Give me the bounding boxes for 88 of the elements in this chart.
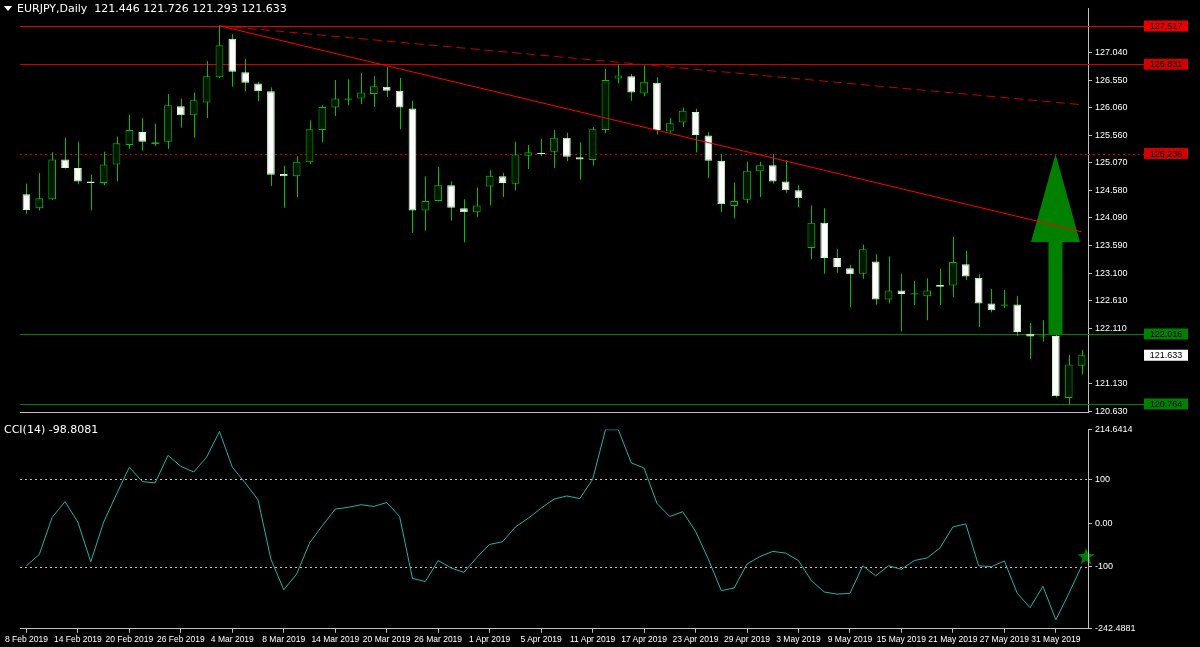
x-tick-label: 20 Mar 2019	[362, 634, 411, 645]
x-tick-label: 21 May 2019	[928, 634, 978, 645]
y-tick-label: 126.550	[1095, 74, 1128, 85]
candlestick	[331, 79, 340, 117]
y-tick-label: 214.6414	[1095, 423, 1133, 434]
candlestick	[382, 66, 391, 98]
x-tick-label: 26 Feb 2019	[156, 634, 205, 645]
candlestick	[858, 244, 867, 280]
y-tick-label: -100	[1095, 561, 1114, 572]
x-tick-label: 14 Feb 2019	[54, 634, 103, 645]
candlestick	[550, 129, 558, 169]
x-tick-label: 9 May 2019	[827, 634, 873, 645]
ref-line-label: 125.236	[1149, 148, 1183, 159]
x-tick-label: 26 Mar 2019	[414, 634, 463, 645]
candlestick	[254, 81, 262, 102]
y-tick-label: 126.060	[1095, 101, 1128, 112]
candlestick	[189, 91, 198, 139]
y-tick-label: 123.590	[1095, 240, 1128, 251]
x-tick-label: 17 Apr 2019	[621, 634, 668, 645]
candlestick	[498, 172, 507, 198]
candlestick	[241, 58, 250, 92]
ref-line-label: 120.764	[1149, 398, 1183, 409]
candlestick	[833, 248, 841, 274]
candlestick	[768, 153, 777, 185]
candlestick	[846, 264, 854, 308]
x-tick-label: 11 Apr 2019	[569, 634, 616, 645]
x-tick-label: 15 May 2019	[876, 634, 927, 645]
candlestick	[421, 175, 430, 232]
chart-title: EURJPY,Daily 121.446 121.726 121.293 121.633	[17, 2, 287, 15]
y-tick-label: 124.090	[1095, 212, 1128, 223]
candlestick	[434, 166, 443, 203]
candlestick	[987, 288, 996, 313]
x-tick-label: 4 Mar 2019	[210, 634, 255, 645]
candlestick	[563, 132, 571, 162]
candlestick	[730, 182, 739, 219]
y-tick-label: 123.100	[1095, 267, 1128, 278]
text: 121.633	[1149, 350, 1183, 361]
x-tick-label: 1 Apr 2019	[469, 634, 511, 645]
candlestick	[370, 75, 378, 108]
candlestick	[138, 117, 147, 152]
candlestick	[292, 155, 301, 198]
candlestick	[678, 106, 687, 128]
candlestick	[357, 72, 365, 105]
y-tick-label: 0.00	[1095, 517, 1113, 528]
x-tick-label: 23 Apr 2019	[672, 634, 719, 645]
candlestick	[74, 141, 82, 185]
x-tick-label: 29 Apr 2019	[724, 634, 771, 645]
candlestick	[485, 169, 494, 206]
y-tick-label: 121.130	[1095, 377, 1128, 388]
x-tick-label: 14 Mar 2019	[311, 634, 360, 645]
ref-line-label: 122.016	[1149, 328, 1183, 339]
x-tick-label: 3 May 2019	[776, 634, 821, 645]
candlestick	[807, 204, 816, 260]
candlestick	[35, 172, 44, 211]
x-tick-label: 8 Feb 2019	[4, 634, 49, 645]
candlestick	[61, 137, 69, 170]
y-tick-label: 127.040	[1095, 47, 1128, 58]
candlestick	[961, 250, 970, 281]
candlestick	[627, 73, 636, 102]
candlestick	[794, 184, 803, 208]
y-tick-label: 122.610	[1095, 295, 1128, 306]
y-tick-label: 125.560	[1095, 129, 1128, 140]
y-tick-label: 122.110	[1095, 323, 1127, 334]
candlestick	[575, 141, 584, 181]
x-tick-label: 20 Feb 2019	[105, 634, 154, 645]
y-tick-label: 120.630	[1095, 405, 1128, 416]
candlestick	[524, 144, 533, 170]
y-tick-label: -242.4881	[1095, 623, 1136, 634]
candlestick	[1077, 349, 1086, 375]
candlestick	[640, 65, 648, 97]
ref-line-label: 127.517	[1149, 20, 1183, 31]
candlestick	[949, 236, 957, 298]
ref-line-label: 126.831	[1149, 59, 1183, 70]
x-tick-label: 31 May 2019	[1031, 634, 1081, 645]
candlestick	[176, 98, 185, 129]
candlestick	[447, 180, 455, 222]
candlestick	[756, 161, 764, 198]
y-tick-label: 124.580	[1095, 184, 1128, 195]
candlestick	[112, 136, 121, 182]
chart-title: CCI(14) -98.8081	[4, 423, 99, 436]
x-tick-label: 27 May 2019	[979, 634, 1030, 645]
candlestick	[22, 183, 31, 215]
x-tick-label: 5 Apr 2019	[520, 634, 562, 645]
candlestick	[460, 198, 468, 243]
y-tick-label: 125.070	[1095, 157, 1128, 168]
y-tick-label: 100	[1095, 473, 1111, 484]
x-tick-label: 8 Mar 2019	[262, 634, 306, 645]
candlestick	[472, 187, 481, 218]
